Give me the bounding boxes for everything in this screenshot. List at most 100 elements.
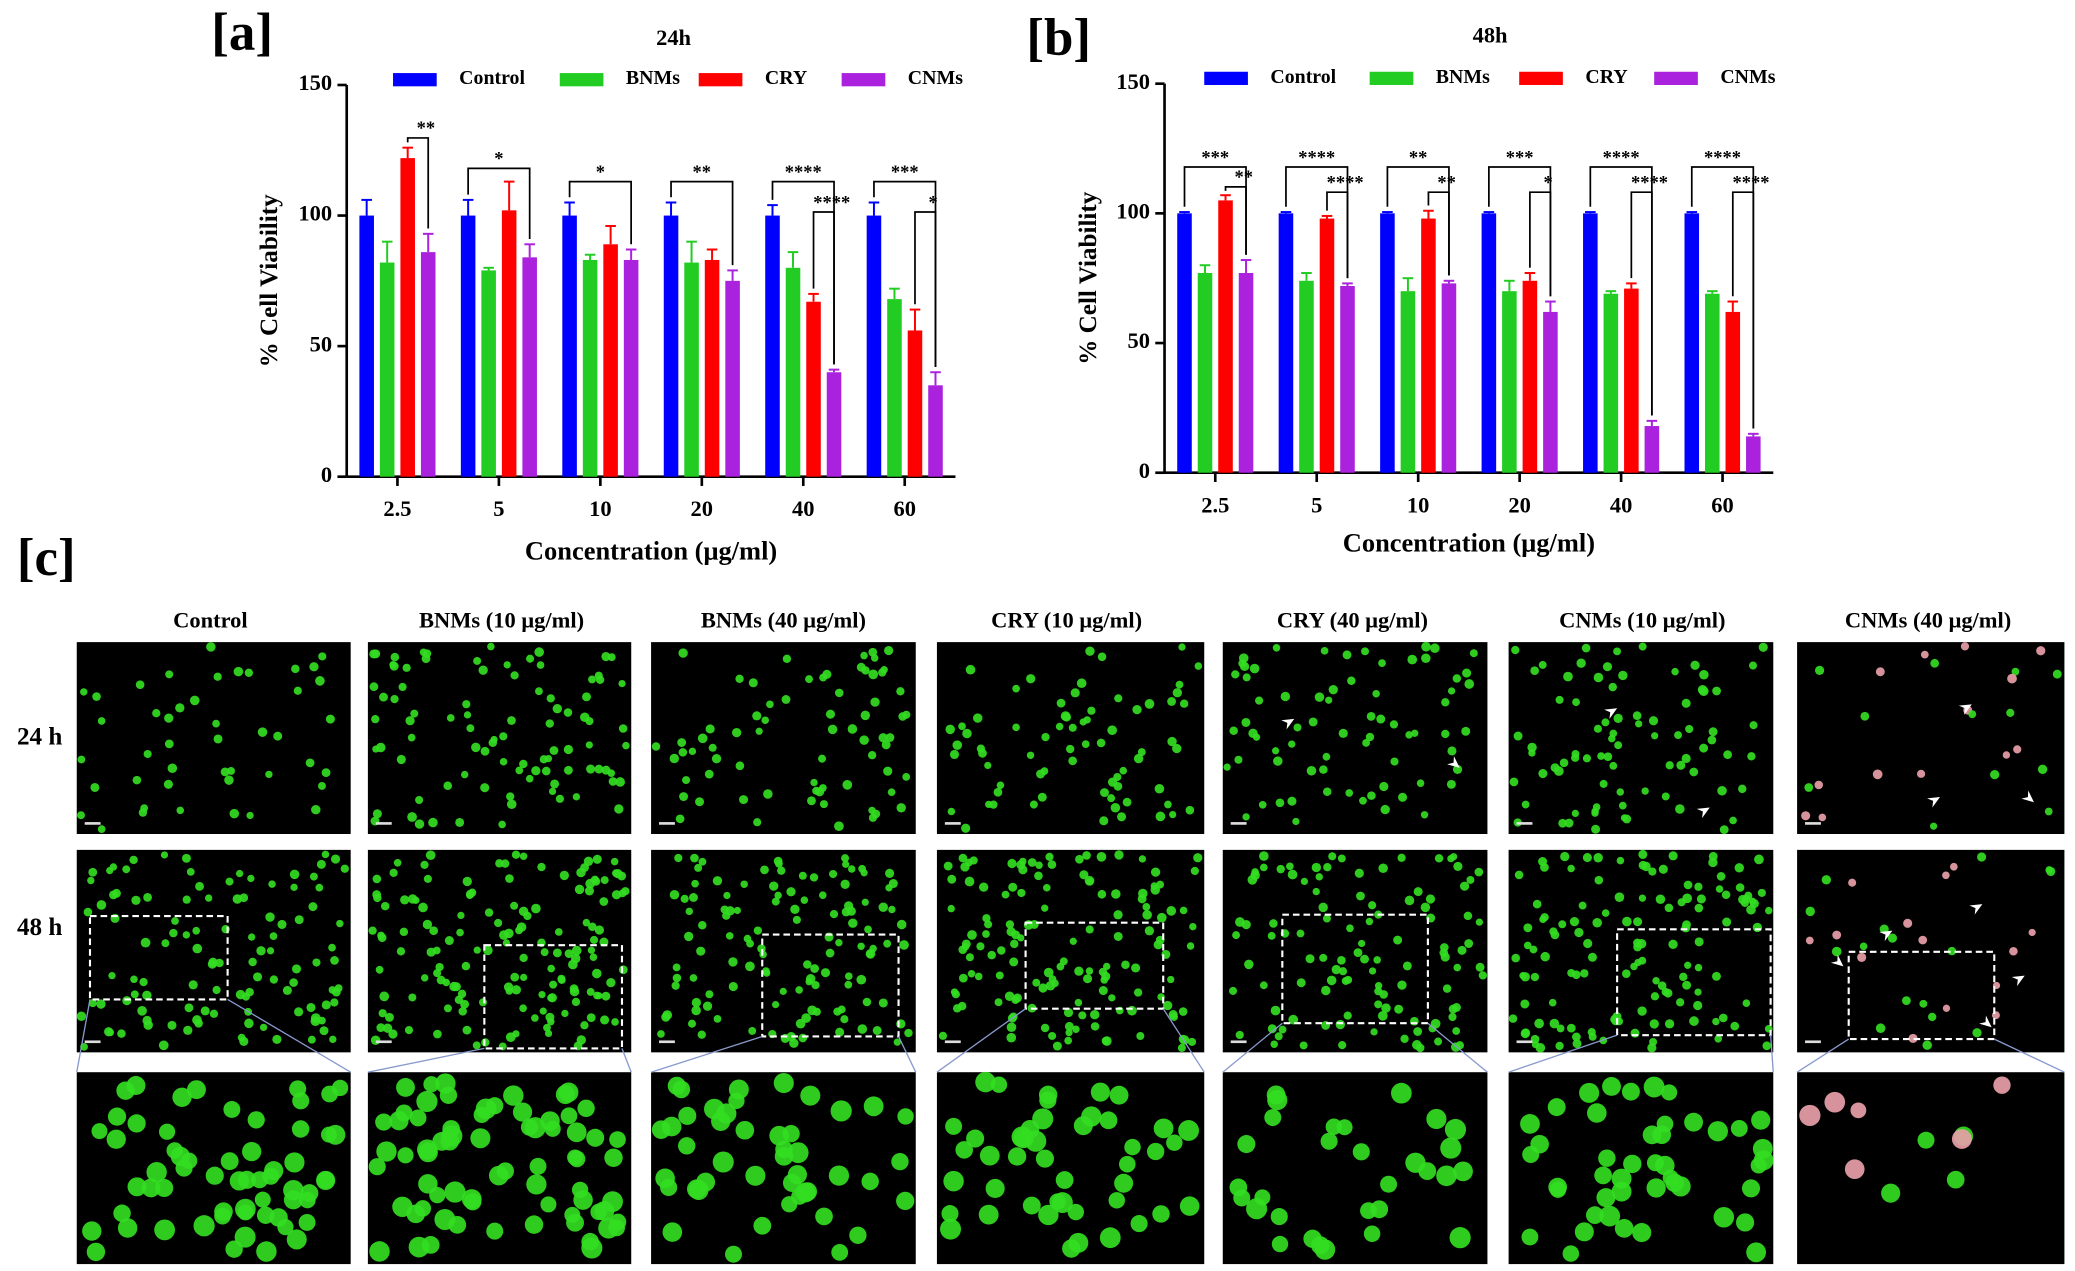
cell	[506, 792, 515, 801]
cell	[233, 666, 244, 677]
cell	[1583, 938, 1593, 949]
cell	[1418, 1162, 1437, 1180]
bar	[1603, 293, 1619, 473]
scale-bar	[1230, 822, 1247, 825]
error-bar	[503, 180, 515, 211]
cell	[416, 1090, 438, 1113]
cell	[849, 1226, 867, 1244]
cell	[1154, 783, 1165, 794]
cell	[1326, 975, 1337, 986]
cell	[557, 974, 566, 983]
cell	[291, 664, 300, 674]
cell	[868, 806, 876, 815]
cell	[1461, 726, 1471, 736]
cell	[856, 974, 867, 985]
cell	[555, 794, 565, 803]
cell	[1560, 851, 1570, 862]
cell	[1133, 988, 1143, 997]
cell	[544, 1120, 561, 1137]
cell	[328, 943, 336, 952]
cell	[537, 862, 546, 872]
cell	[1582, 853, 1592, 863]
cell	[1400, 1034, 1409, 1043]
cell	[106, 1129, 126, 1149]
cell	[780, 1033, 790, 1043]
cell	[164, 713, 174, 723]
bar	[684, 262, 699, 477]
legend-label: BNMs	[1436, 66, 1490, 88]
cell	[1633, 917, 1643, 927]
cell	[205, 1166, 224, 1185]
cell	[1594, 1166, 1612, 1185]
cell	[678, 1137, 696, 1155]
cell	[1153, 1118, 1174, 1139]
cell	[835, 939, 843, 947]
cell	[829, 869, 838, 879]
cell	[1405, 731, 1413, 739]
cell	[1229, 726, 1238, 736]
cell	[1694, 937, 1704, 947]
cell	[708, 743, 717, 752]
cell	[1635, 720, 1643, 728]
cell	[541, 766, 551, 776]
column-title: CNMs (40 μg/ml)	[1845, 607, 2011, 632]
significance-bracket	[670, 180, 734, 266]
panel-label: [b]	[1026, 9, 1091, 67]
significance-bracket	[406, 137, 430, 229]
cell	[127, 1114, 146, 1133]
cell	[1137, 748, 1146, 757]
cell	[1752, 1138, 1773, 1159]
cell	[1322, 787, 1332, 796]
cell	[1234, 755, 1243, 764]
cell	[116, 1081, 135, 1100]
cell	[1374, 982, 1383, 990]
cell	[1270, 1208, 1288, 1226]
cell	[753, 926, 762, 935]
cell	[859, 735, 869, 745]
cell	[720, 905, 729, 914]
x-tick-label: 5	[493, 496, 504, 521]
bar	[725, 280, 740, 477]
cell	[306, 1002, 316, 1013]
cell	[420, 860, 429, 869]
cell	[861, 1172, 879, 1191]
cell	[398, 682, 407, 692]
cell	[520, 973, 528, 982]
cell	[964, 876, 975, 887]
cell	[410, 709, 419, 718]
cell	[505, 987, 514, 995]
cell	[418, 1174, 438, 1194]
cell	[1124, 1138, 1141, 1156]
cell	[697, 1030, 706, 1039]
cell	[479, 998, 487, 1007]
cell	[1715, 885, 1724, 893]
cell	[182, 931, 191, 939]
cell	[372, 874, 382, 884]
cell	[792, 915, 801, 924]
cell	[159, 1123, 176, 1140]
cell	[609, 1131, 626, 1148]
cell	[1601, 718, 1610, 727]
cell	[1746, 1242, 1767, 1263]
cell	[1012, 723, 1020, 732]
y-tick-label: 100	[1116, 199, 1150, 224]
cell	[1373, 956, 1381, 964]
cell	[1390, 757, 1399, 766]
cell	[504, 928, 514, 939]
cell	[1323, 863, 1332, 872]
cell	[519, 1004, 527, 1013]
cell	[580, 712, 590, 723]
cell	[1018, 865, 1028, 875]
cell	[1064, 1036, 1073, 1045]
cell	[1090, 1082, 1110, 1102]
cell	[167, 1020, 177, 1030]
cell	[1920, 650, 1929, 659]
cell	[1540, 951, 1550, 962]
cell	[186, 867, 195, 876]
bar	[1380, 213, 1395, 473]
cell	[1440, 943, 1449, 952]
cell	[283, 1190, 303, 1210]
cell	[1178, 1120, 1199, 1141]
cell	[1449, 1227, 1471, 1249]
legend-label: CNMs	[908, 67, 963, 89]
